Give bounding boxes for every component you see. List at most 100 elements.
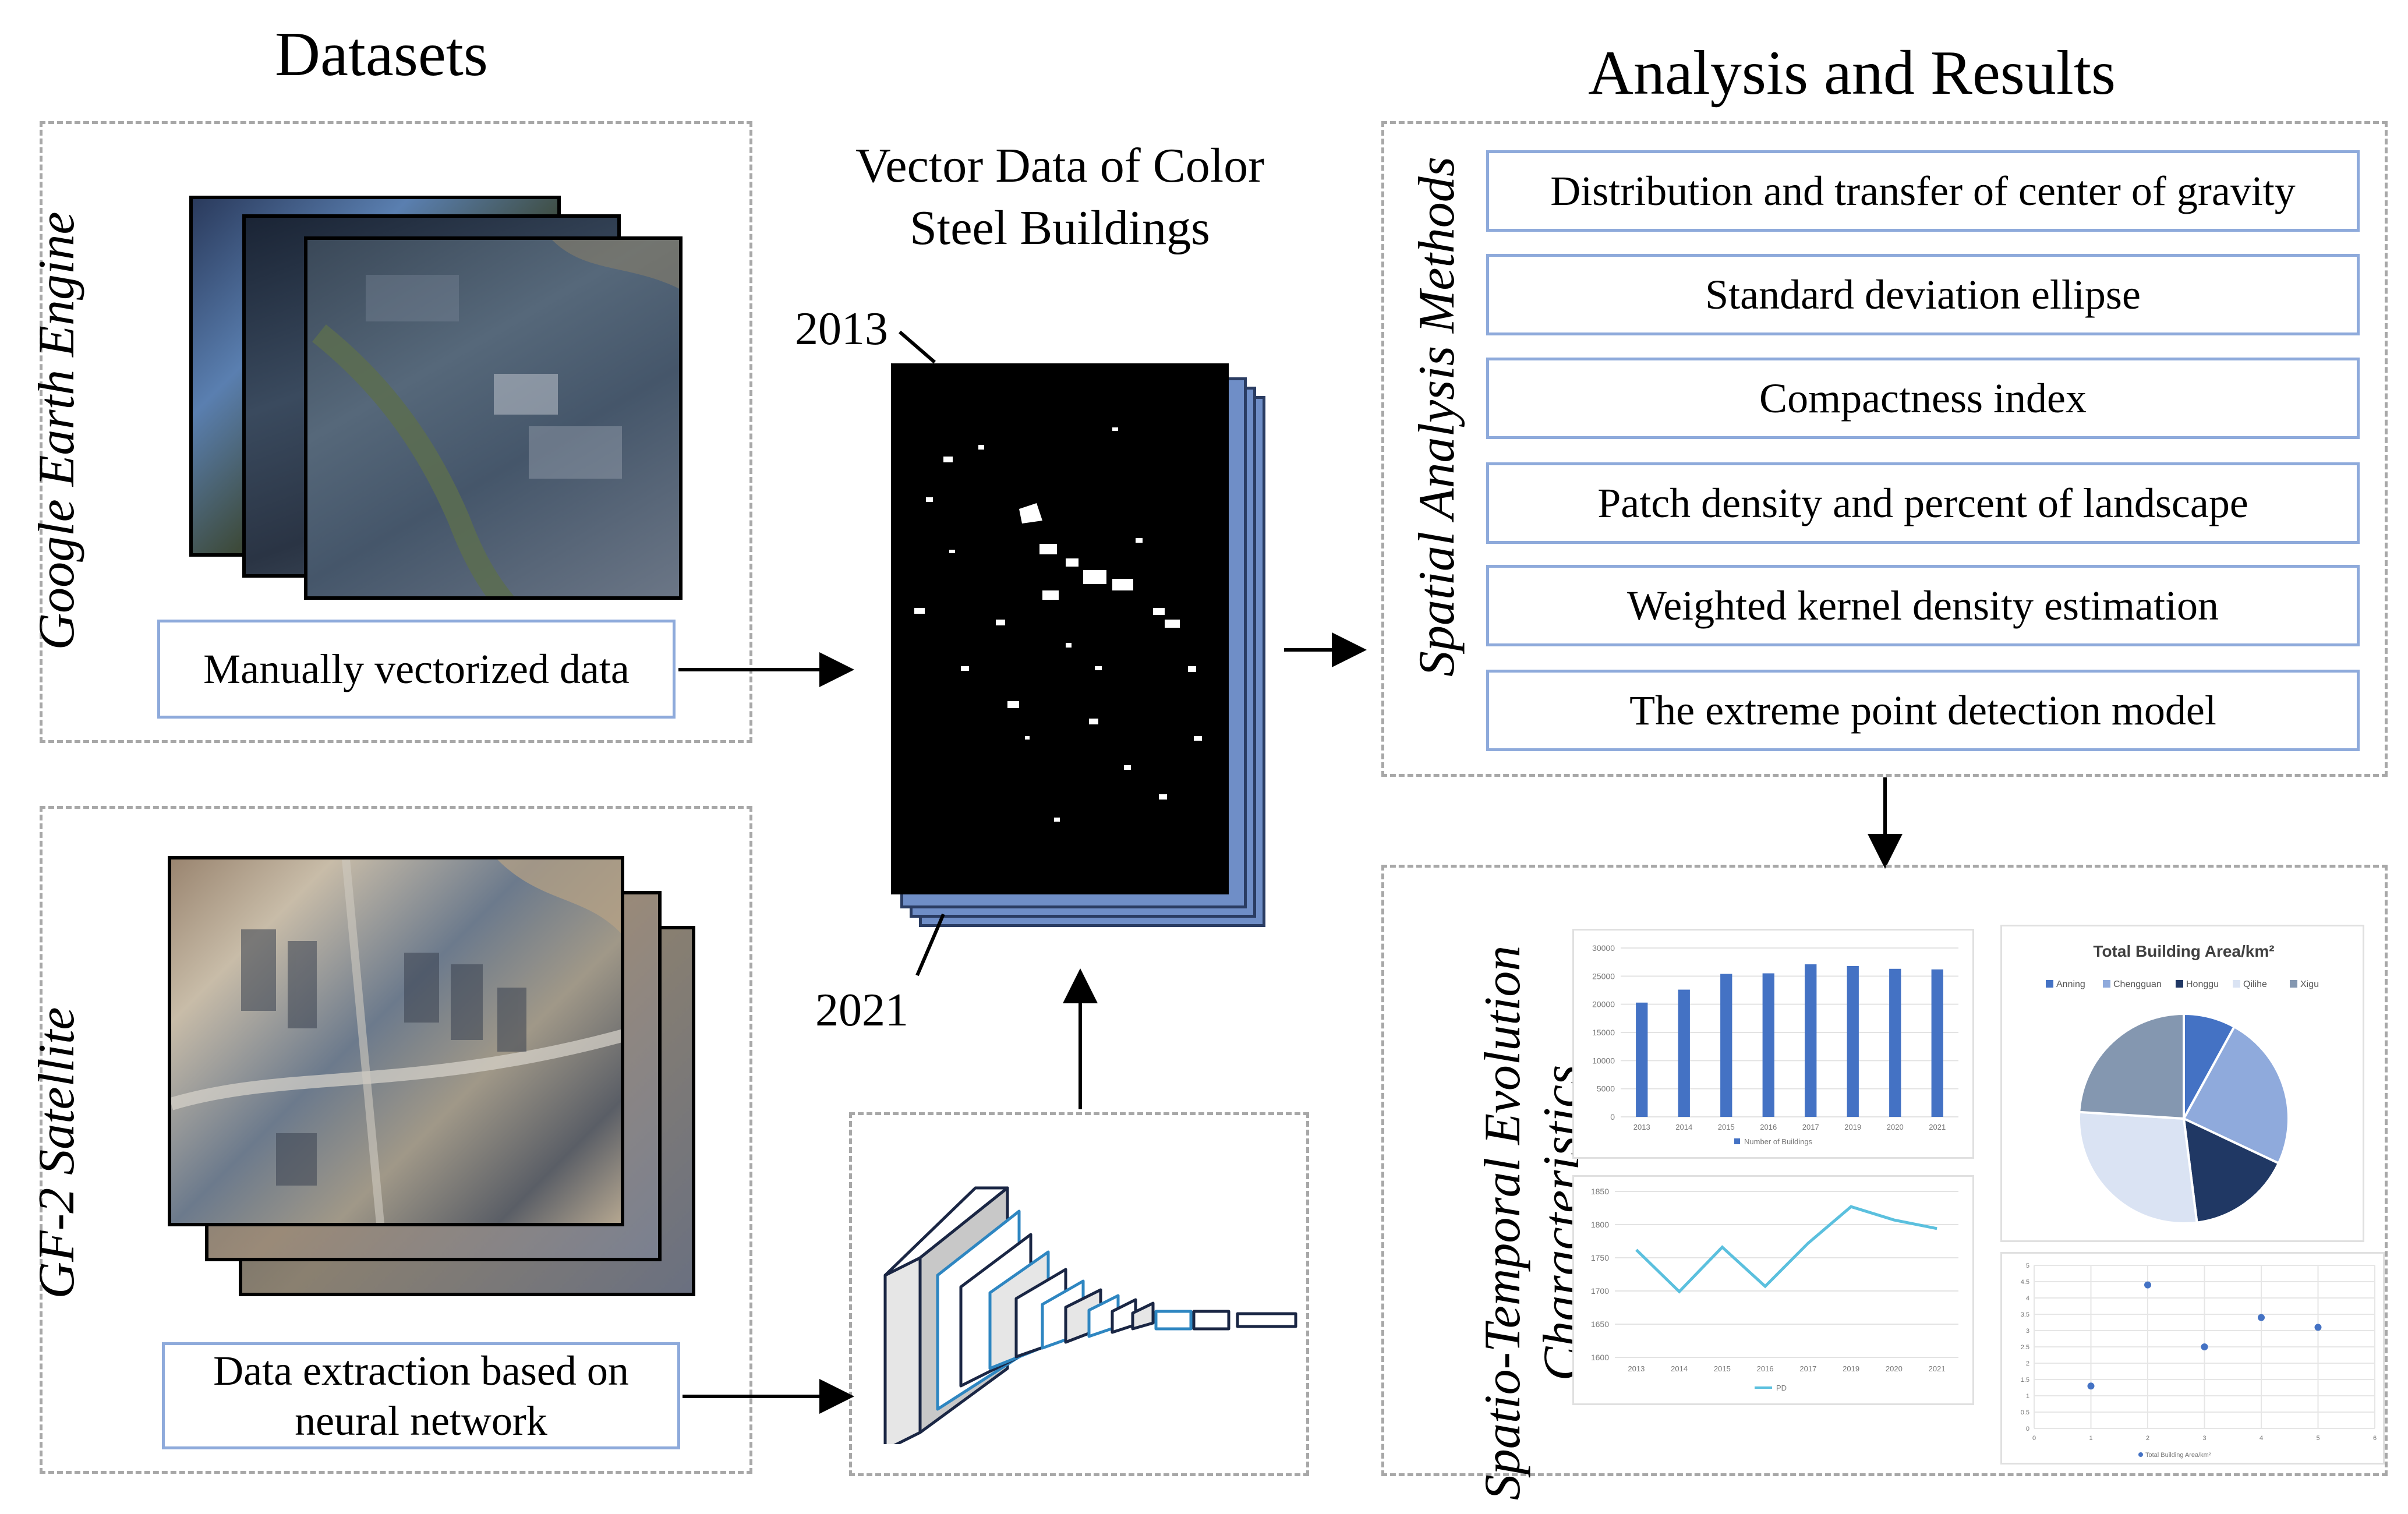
bar-chart: 30000 25000 20000 15000 10000 5000 0 2013 2014 20… — [1592, 943, 1958, 1146]
scatter-point — [2314, 1324, 2322, 1331]
y-tick-label: 3.5 — [2021, 1311, 2029, 1318]
bar — [1847, 965, 1859, 1117]
legend-swatch — [1734, 1138, 1740, 1144]
y-tick-label: 1 — [2026, 1393, 2029, 1400]
legend-label: Number of Buildings — [1744, 1137, 1813, 1146]
x-tick-label: 6 — [2373, 1435, 2377, 1442]
year-2013-label: 2013 — [795, 303, 888, 355]
y-tick-label: 2.5 — [2021, 1344, 2029, 1351]
x-tick-label: 2016 — [1760, 1123, 1777, 1131]
line-chart-box: 1850 1800 1750 1700 1650 1600 2013 2014 2015 2016… — [1572, 1175, 1974, 1405]
year-2021-pointer — [915, 913, 945, 977]
legend-label: Xigu — [2300, 979, 2319, 989]
x-tick-label: 2013 — [1628, 1364, 1645, 1373]
manually-vectorized-data-box: Manually vectorized data — [157, 620, 676, 719]
y-tick-label: 4.5 — [2021, 1279, 2029, 1286]
pie-slice — [2078, 1012, 2185, 1120]
legend-swatch — [2290, 980, 2297, 988]
vector-layer-front — [891, 363, 1229, 894]
methods-label: Spatial Analysis Methods — [1409, 156, 1465, 677]
x-tick-label: 3 — [2202, 1435, 2206, 1442]
legend-label: Anning — [2056, 979, 2085, 989]
y-tick-label: 1650 — [1591, 1320, 1609, 1329]
x-tick-label: 2019 — [1844, 1123, 1861, 1131]
year-2013-pointer — [899, 330, 936, 364]
x-tick-label: 2020 — [1887, 1123, 1904, 1131]
legend-swatch — [2233, 980, 2240, 988]
y-tick-label: 2 — [2026, 1360, 2029, 1367]
y-tick-label: 5 — [2026, 1262, 2029, 1269]
legend-swatch — [2176, 980, 2183, 988]
x-tick-label: 2014 — [1675, 1123, 1692, 1131]
method-center-of-gravity: Distribution and transfer of center of g… — [1486, 150, 2360, 232]
building-footprints — [914, 427, 1202, 822]
y-tick-label: 1700 — [1591, 1286, 1609, 1296]
x-tick-label: 2016 — [1757, 1364, 1774, 1373]
gf2-label: GF-2 Satellite — [29, 1007, 85, 1299]
y-tick-label: 0 — [1610, 1112, 1615, 1122]
x-tick-label: 2021 — [1929, 1364, 1946, 1373]
y-tick-label: 30000 — [1592, 943, 1615, 953]
neural-network-extraction-box: Data extraction based on neural network — [162, 1342, 680, 1449]
vector-data-title: Vector Data of Color Steel Buildings — [855, 139, 1265, 255]
y-tick-label: 1850 — [1591, 1187, 1609, 1196]
x-tick-label: 2015 — [1714, 1364, 1731, 1373]
legend-swatch — [2103, 980, 2110, 988]
series-line — [1635, 1205, 1937, 1294]
legend-label: Chengguan — [2113, 979, 2162, 989]
x-tick-label: 2013 — [1633, 1123, 1650, 1131]
y-tick-label: 15000 — [1592, 1028, 1615, 1037]
method-patch-density: Patch density and percent of landscape — [1486, 462, 2360, 544]
x-tick-label: 0 — [2032, 1435, 2036, 1442]
methods-panel — [1381, 121, 2388, 777]
method-standard-deviation-ellipse: Standard deviation ellipse — [1486, 254, 2360, 335]
bar — [1889, 968, 1901, 1117]
analysis-title: Analysis and Results — [1588, 38, 2116, 108]
y-tick-label: 0 — [2026, 1425, 2029, 1432]
y-tick-label: 1800 — [1591, 1220, 1609, 1229]
pie-slice — [2182, 1025, 2290, 1165]
gf2-image-1-detail — [171, 859, 621, 1223]
y-tick-label: 1.5 — [2021, 1377, 2029, 1384]
pie-chart: Total Building Area/km² Anning Chengguan Ho… — [2046, 942, 2319, 1225]
legend-swatch — [2138, 1452, 2143, 1457]
x-tick-label: 2014 — [1671, 1364, 1688, 1373]
bar — [1805, 964, 1817, 1117]
pie-chart-box: Total Building Area/km² Anning Chengguan Ho… — [2000, 925, 2364, 1242]
scatter-point — [2087, 1382, 2095, 1390]
y-tick-label: 25000 — [1592, 971, 1615, 981]
y-tick-label: 1750 — [1591, 1253, 1609, 1262]
scatter-point — [2144, 1281, 2151, 1289]
gee-label: Google Earth Engine — [29, 211, 85, 650]
gee-panel — [40, 121, 752, 743]
method-extreme-point-detection: The extreme point detection model — [1486, 670, 2360, 751]
y-tick-label: 20000 — [1592, 1000, 1615, 1009]
y-tick-label: 0.5 — [2021, 1409, 2029, 1416]
pie-title: Total Building Area/km² — [2093, 942, 2274, 960]
x-tick-label: 2021 — [1929, 1123, 1946, 1131]
bar — [1720, 974, 1732, 1117]
gf2-panel — [40, 806, 752, 1474]
y-tick-label: 5000 — [1597, 1084, 1615, 1094]
bar-chart-box: 30000 25000 20000 15000 10000 5000 0 2013 2014 20… — [1572, 929, 1974, 1159]
x-tick-label: 2 — [2146, 1435, 2149, 1442]
x-tick-label: 2015 — [1718, 1123, 1735, 1131]
bar — [1931, 969, 1943, 1117]
y-tick-label: 1600 — [1591, 1353, 1609, 1362]
neural-network-panel — [849, 1112, 1309, 1476]
x-tick-label: 2017 — [1802, 1123, 1819, 1131]
legend-swatch — [2046, 980, 2053, 988]
legend-label: Qilihe — [2243, 979, 2267, 989]
legend-label: PD — [1776, 1384, 1787, 1392]
y-tick-label: 10000 — [1592, 1056, 1615, 1065]
year-2021-label: 2021 — [815, 985, 908, 1036]
y-tick-label: 3 — [2026, 1328, 2029, 1335]
gee-image-3 — [304, 236, 683, 600]
pie-slice — [2078, 1110, 2198, 1225]
x-tick-label: 4 — [2260, 1435, 2263, 1442]
line-chart: 1850 1800 1750 1700 1650 1600 2013 2014 2015 2016… — [1591, 1187, 1958, 1392]
legend-label: Total Building Area/km² — [2145, 1452, 2211, 1459]
results-panel — [1381, 865, 2388, 1476]
legend-label: Honggu — [2186, 979, 2219, 989]
x-tick-label: 5 — [2316, 1435, 2319, 1442]
